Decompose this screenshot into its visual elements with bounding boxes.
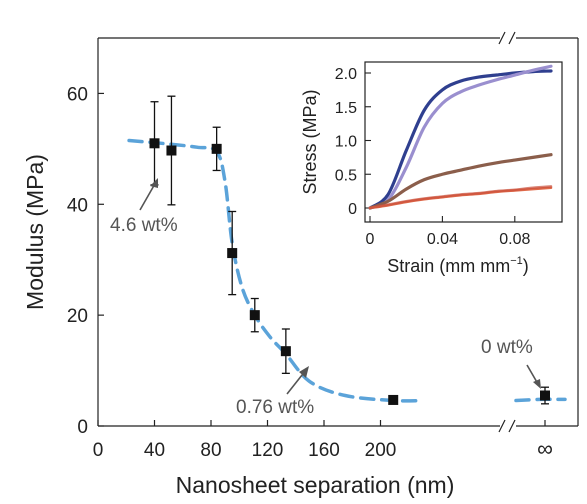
data-marker xyxy=(540,390,550,401)
data-marker xyxy=(211,143,222,154)
data-point xyxy=(211,126,222,172)
annotation-0-wt: 0 wt% xyxy=(481,337,541,389)
trend-line-main xyxy=(127,138,425,403)
inset-y-tick-label: 1.5 xyxy=(335,100,357,117)
data-marker xyxy=(249,310,260,321)
data-marker xyxy=(149,138,160,149)
main-x-axis-title: Nanosheet separation (nm) xyxy=(176,472,455,498)
data-point xyxy=(540,386,550,405)
inset-x-axis-title-main: Strain (mm mm xyxy=(387,256,510,276)
data-marker xyxy=(227,248,238,259)
inset-y-tick-label: 2.0 xyxy=(335,66,357,83)
inset-series-line xyxy=(368,64,553,210)
data-point xyxy=(249,297,260,333)
inset-x-axis-title-end: ) xyxy=(523,256,529,276)
inset-x-axis-title: Strain (mm mm−1) xyxy=(387,255,529,276)
inset-y-tick-label: 0.5 xyxy=(335,167,357,184)
data-point xyxy=(166,95,177,206)
main-x-tick-label: 120 xyxy=(252,440,284,461)
main-x-tick-label-infinity: ∞ xyxy=(537,436,553,461)
inset-x-tick-label: 0 xyxy=(366,231,375,248)
top-axis-break-mark xyxy=(498,31,516,45)
data-marker xyxy=(388,394,399,405)
inset-x-tick-label: 0.08 xyxy=(499,231,530,248)
inset-x-tick-label: 0.04 xyxy=(427,231,458,248)
main-x-tick-label: 0 xyxy=(93,440,104,461)
data-marker xyxy=(166,145,177,156)
inset-y-tick-label: 1.0 xyxy=(335,134,357,151)
bottom-axis-break-mark xyxy=(498,419,516,433)
main-y-tick-label: 0 xyxy=(77,417,88,438)
main-x-tick-label: 80 xyxy=(200,440,221,461)
annotation-4-6-wt: 4.6 wt% xyxy=(110,178,178,236)
data-point xyxy=(227,210,238,296)
data-point xyxy=(388,394,399,405)
annotation-0-wt-label: 0 wt% xyxy=(481,337,533,358)
main-plot-frame xyxy=(97,31,579,433)
data-marker xyxy=(280,346,291,357)
main-x-tick-label: 40 xyxy=(144,440,165,461)
data-point xyxy=(280,328,291,374)
inset-y-axis-title: Stress (MPa) xyxy=(300,89,320,194)
inset-series-line xyxy=(368,185,553,210)
main-y-tick-label: 40 xyxy=(67,195,88,216)
main-x-tick-label: 160 xyxy=(308,440,340,461)
inset-series-line xyxy=(368,153,553,210)
main-y-tick-label: 60 xyxy=(67,84,88,105)
annotation-0-76-wt-label: 0.76 wt% xyxy=(236,397,314,418)
main-y-axis-title: Modulus (MPa) xyxy=(22,154,48,310)
data-point xyxy=(149,101,160,186)
main-x-tick-label: 200 xyxy=(365,440,397,461)
main-y-tick-label: 20 xyxy=(67,306,88,327)
annotation-0-76-wt: 0.76 wt% xyxy=(236,366,314,418)
annotation-4-6-wt-label: 4.6 wt% xyxy=(110,215,178,236)
inset-x-axis-title-sup: −1 xyxy=(510,255,523,267)
inset-y-tick-label: 0 xyxy=(348,201,357,218)
